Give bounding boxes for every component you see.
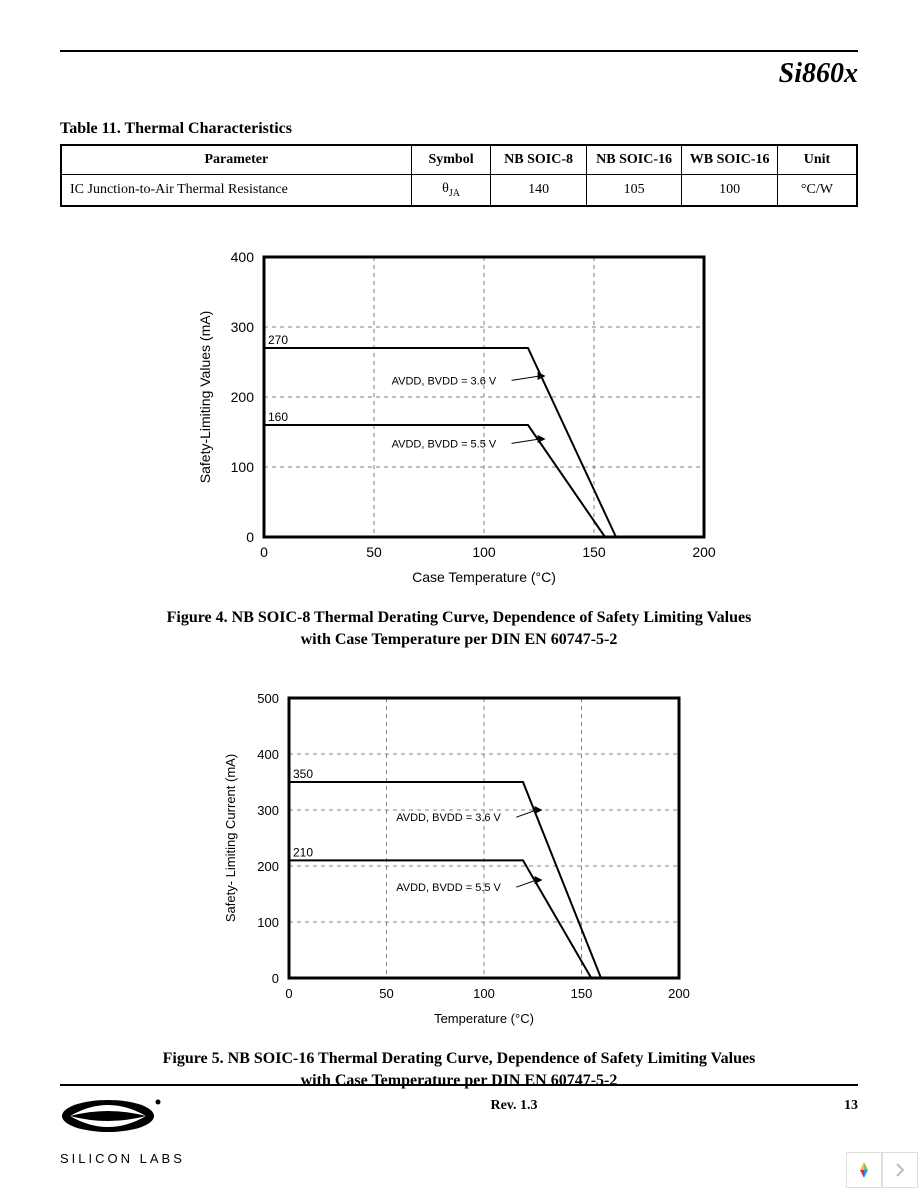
cell-symbol: θJA bbox=[411, 175, 491, 206]
svg-text:350: 350 bbox=[293, 767, 313, 781]
svg-text:0: 0 bbox=[260, 544, 268, 560]
svg-text:100: 100 bbox=[472, 544, 496, 560]
page-footer: SILICON LABS Rev. 1.3 13 bbox=[60, 1084, 858, 1158]
svg-text:100: 100 bbox=[231, 459, 255, 475]
col-wbsoic16: WB SOIC-16 bbox=[682, 145, 778, 175]
svg-text:200: 200 bbox=[692, 544, 716, 560]
cell-v1: 140 bbox=[491, 175, 587, 206]
table-row: IC Junction-to-Air Thermal Resistance θJ… bbox=[61, 175, 857, 206]
svg-text:200: 200 bbox=[231, 389, 255, 405]
svg-text:0: 0 bbox=[246, 529, 254, 545]
cell-v3: 100 bbox=[682, 175, 778, 206]
svg-text:0: 0 bbox=[272, 971, 279, 986]
cell-v2: 105 bbox=[586, 175, 682, 206]
svg-text:0: 0 bbox=[285, 986, 292, 1001]
col-unit: Unit bbox=[777, 145, 857, 175]
svg-text:300: 300 bbox=[231, 319, 255, 335]
svg-text:200: 200 bbox=[257, 859, 279, 874]
col-nbsoic16: NB SOIC-16 bbox=[586, 145, 682, 175]
col-nbsoic8: NB SOIC-8 bbox=[491, 145, 587, 175]
col-parameter: Parameter bbox=[61, 145, 411, 175]
widget-next-icon[interactable] bbox=[882, 1152, 918, 1188]
col-symbol: Symbol bbox=[411, 145, 491, 175]
cell-parameter: IC Junction-to-Air Thermal Resistance bbox=[61, 175, 411, 206]
svg-text:210: 210 bbox=[293, 845, 313, 859]
svg-text:Case Temperature (°C): Case Temperature (°C) bbox=[412, 569, 556, 585]
svg-text:400: 400 bbox=[257, 747, 279, 762]
logo-text: SILICON LABS bbox=[60, 1151, 230, 1166]
svg-text:150: 150 bbox=[582, 544, 606, 560]
silicon-labs-logo: SILICON LABS bbox=[60, 1098, 230, 1166]
figure-5-chart: 0 50 100 150 200 0 100 200 300 400 500 350 AVDD, BVD… bbox=[219, 678, 699, 1038]
svg-text:AVDD, BVDD = 5.5 V: AVDD, BVDD = 5.5 V bbox=[396, 882, 501, 894]
widget-icon[interactable] bbox=[846, 1152, 882, 1188]
table-caption: Table 11. Thermal Characteristics bbox=[60, 120, 858, 138]
svg-text:500: 500 bbox=[257, 691, 279, 706]
svg-text:Temperature (°C): Temperature (°C) bbox=[434, 1011, 534, 1026]
svg-text:Safety-Limiting Values (mA): Safety-Limiting Values (mA) bbox=[197, 311, 213, 483]
svg-text:160: 160 bbox=[268, 410, 288, 424]
document-title: Si860x bbox=[60, 58, 858, 90]
svg-text:270: 270 bbox=[268, 333, 288, 347]
corner-widget[interactable] bbox=[846, 1152, 918, 1188]
svg-text:AVDD, BVDD = 3.6 V: AVDD, BVDD = 3.6 V bbox=[396, 812, 501, 824]
thermal-table: Parameter Symbol NB SOIC-8 NB SOIC-16 WB… bbox=[60, 144, 858, 207]
svg-text:AVDD, BVDD = 3.6 V: AVDD, BVDD = 3.6 V bbox=[392, 375, 497, 387]
svg-text:100: 100 bbox=[473, 986, 495, 1001]
figure-4-chart: 0 50 100 150 200 0 100 200 300 400 270 AVDD, BVDD =… bbox=[194, 237, 724, 597]
revision-label: Rev. 1.3 bbox=[230, 1098, 798, 1114]
svg-text:50: 50 bbox=[366, 544, 382, 560]
figure-4-caption: Figure 4. NB SOIC-8 Thermal Derating Cur… bbox=[60, 607, 858, 652]
svg-text:400: 400 bbox=[231, 249, 255, 265]
svg-text:Safety- Limiting Current (m: Safety- Limiting Current (mA) bbox=[223, 753, 238, 921]
svg-text:50: 50 bbox=[379, 986, 393, 1001]
svg-text:300: 300 bbox=[257, 803, 279, 818]
svg-text:200: 200 bbox=[668, 986, 690, 1001]
cell-unit: °C/W bbox=[777, 175, 857, 206]
page-number: 13 bbox=[798, 1098, 858, 1114]
svg-text:150: 150 bbox=[571, 986, 593, 1001]
svg-text:100: 100 bbox=[257, 915, 279, 930]
svg-text:AVDD, BVDD = 5.5 V: AVDD, BVDD = 5.5 V bbox=[392, 438, 497, 450]
